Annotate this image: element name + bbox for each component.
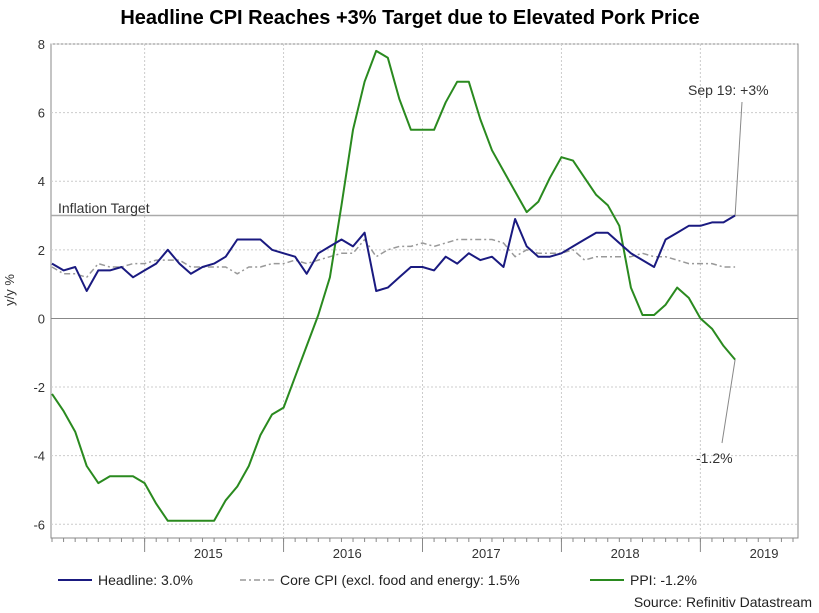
reference-layer — [51, 101, 798, 444]
legend-label-core: Core CPI (excl. food and energy: 1.5% — [280, 572, 520, 588]
x-tick-label: 2019 — [750, 546, 779, 561]
y-tick-label: 6 — [38, 106, 45, 121]
legend: Headline: 3.0% Core CPI (excl. food and … — [58, 572, 697, 588]
plot-area — [50, 43, 799, 539]
axis-layer: 8 6 4 2 0 -2 -4 -6 2015 2016 2017 2018 2019 — [33, 37, 794, 561]
y-tick-label: -6 — [33, 517, 45, 532]
y-axis-label: y/y % — [2, 274, 17, 306]
inflation-target-label: Inflation Target — [58, 200, 150, 216]
x-tick-label: 2015 — [194, 546, 223, 561]
series-line-ppi — [51, 49, 736, 522]
y-tick-label: -4 — [33, 449, 45, 464]
y-tick-label: 4 — [38, 174, 45, 189]
source-note: Source: Refinitiv Datastream — [634, 594, 812, 610]
x-tick-label: 2016 — [333, 546, 362, 561]
series-line-core — [51, 238, 736, 279]
legend-label-headline: Headline: 3.0% — [98, 572, 193, 588]
y-tick-label: -2 — [33, 380, 45, 395]
y-tick-label: 8 — [38, 37, 45, 52]
ppi-annotation-leader — [721, 359, 736, 444]
series-line-headline — [51, 214, 736, 292]
legend-label-ppi: PPI: -1.2% — [630, 572, 697, 588]
x-tick-label: 2018 — [611, 546, 640, 561]
headline-annotation-leader — [734, 101, 743, 216]
grid-layer — [51, 43, 798, 538]
chart-title: Headline CPI Reaches +3% Target due to E… — [120, 7, 699, 29]
y-tick-label: 2 — [38, 243, 45, 258]
x-tick-label: 2017 — [472, 546, 501, 561]
headline-last-annotation: Sep 19: +3% — [688, 82, 769, 98]
y-tick-label: 0 — [38, 311, 45, 326]
series-layer — [51, 49, 736, 522]
ppi-last-annotation: -1.2% — [696, 450, 733, 466]
